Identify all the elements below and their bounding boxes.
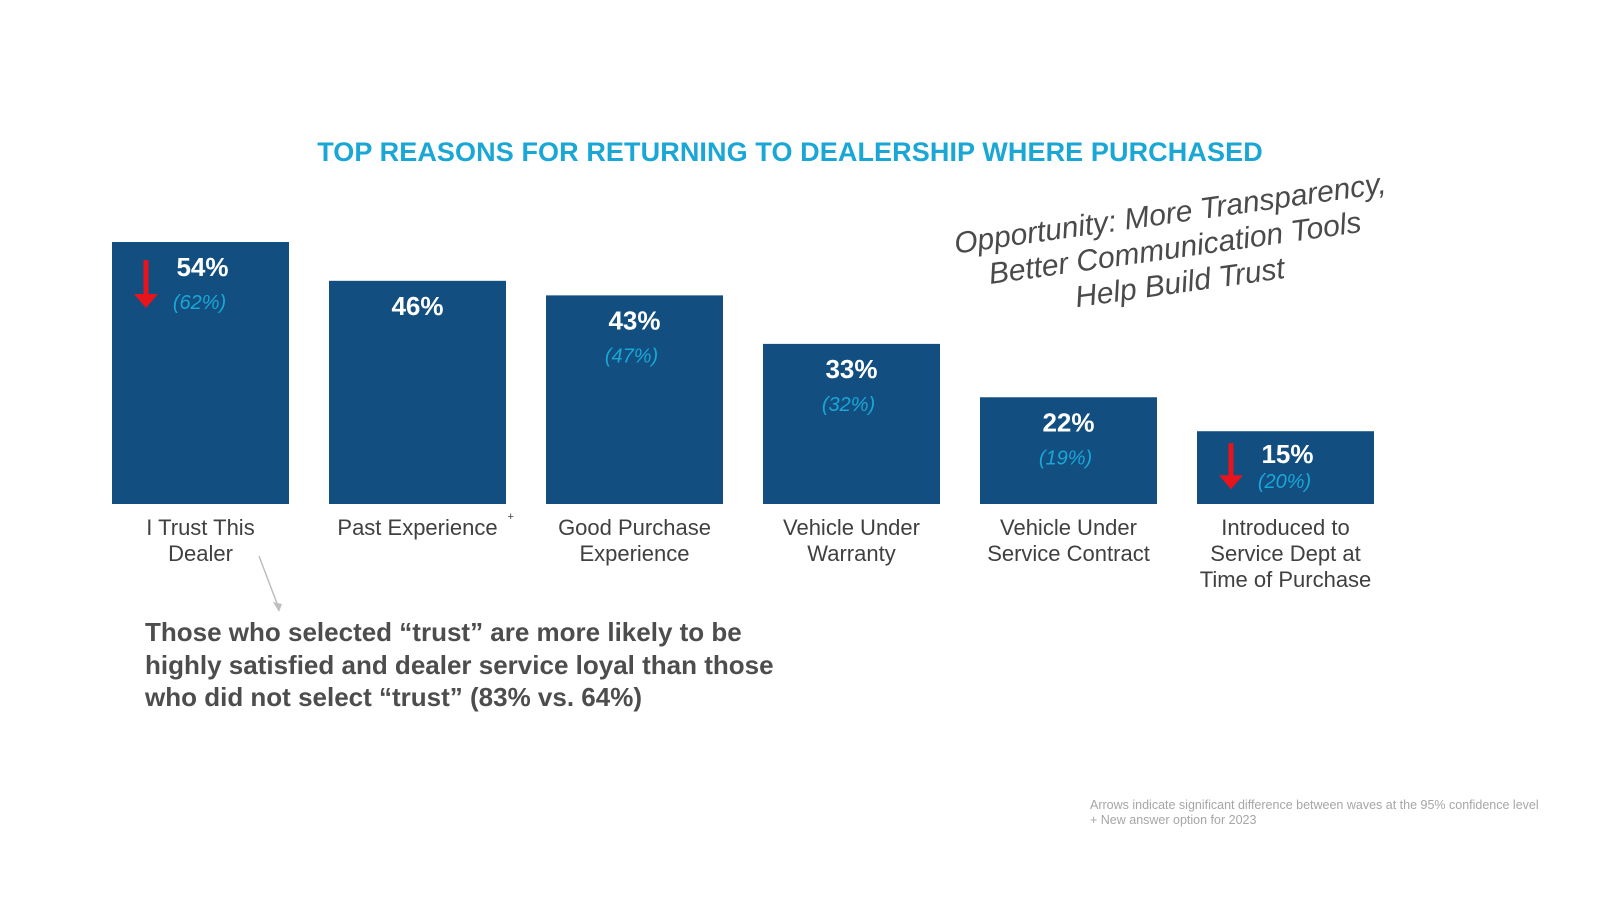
bar-prior-wave-label: (20%) bbox=[1258, 471, 1311, 493]
category-new-option-mark: + bbox=[508, 511, 514, 523]
callout-connector bbox=[258, 555, 279, 607]
bar-prior-wave-label: (47%) bbox=[605, 345, 658, 367]
category-label: Warranty bbox=[807, 541, 895, 566]
bar-value-label: 33% bbox=[825, 354, 877, 384]
bar-value-label: 46% bbox=[391, 291, 443, 321]
category-label: Dealer bbox=[168, 541, 233, 566]
down-arrow-icon bbox=[134, 260, 158, 308]
category-label: Time of Purchase bbox=[1200, 567, 1372, 592]
category-label: Service Dept at bbox=[1210, 541, 1360, 566]
category-label: I Trust This bbox=[146, 515, 254, 540]
bar-prior-wave-label: (32%) bbox=[822, 394, 875, 416]
bar bbox=[980, 397, 1157, 504]
bar-value-label: 22% bbox=[1042, 407, 1094, 437]
category-label: Service Contract bbox=[987, 541, 1150, 566]
bar bbox=[763, 343, 940, 504]
bar bbox=[546, 295, 723, 504]
footnotes: Arrows indicate significant difference b… bbox=[1090, 798, 1539, 828]
category-label: Vehicle Under bbox=[783, 515, 920, 540]
category-label: Experience bbox=[579, 541, 689, 566]
bar-prior-wave-label: (19%) bbox=[1039, 447, 1092, 469]
bar bbox=[112, 242, 289, 504]
bar bbox=[1197, 431, 1374, 504]
category-label: Introduced to bbox=[1221, 515, 1349, 540]
bar-value-label: 54% bbox=[176, 252, 228, 282]
chart-title: TOP REASONS FOR RETURNING TO DEALERSHIP … bbox=[317, 137, 1263, 167]
bar-prior-wave-label: (62%) bbox=[173, 292, 226, 314]
footnote-arrows: Arrows indicate significant difference b… bbox=[1090, 798, 1539, 812]
category-label: Vehicle Under bbox=[1000, 515, 1137, 540]
category-label: Good Purchase bbox=[558, 515, 711, 540]
down-arrow-icon bbox=[1219, 443, 1243, 490]
bar-value-label: 15% bbox=[1261, 439, 1313, 469]
bar-value-label: 43% bbox=[608, 305, 660, 335]
trust-callout: Those who selected “trust” are more like… bbox=[145, 617, 774, 712]
category-label: Past Experience bbox=[337, 515, 497, 540]
callout-connector-head bbox=[273, 602, 282, 612]
bar bbox=[329, 280, 506, 504]
footnote-new-option: + New answer option for 2023 bbox=[1090, 813, 1257, 827]
